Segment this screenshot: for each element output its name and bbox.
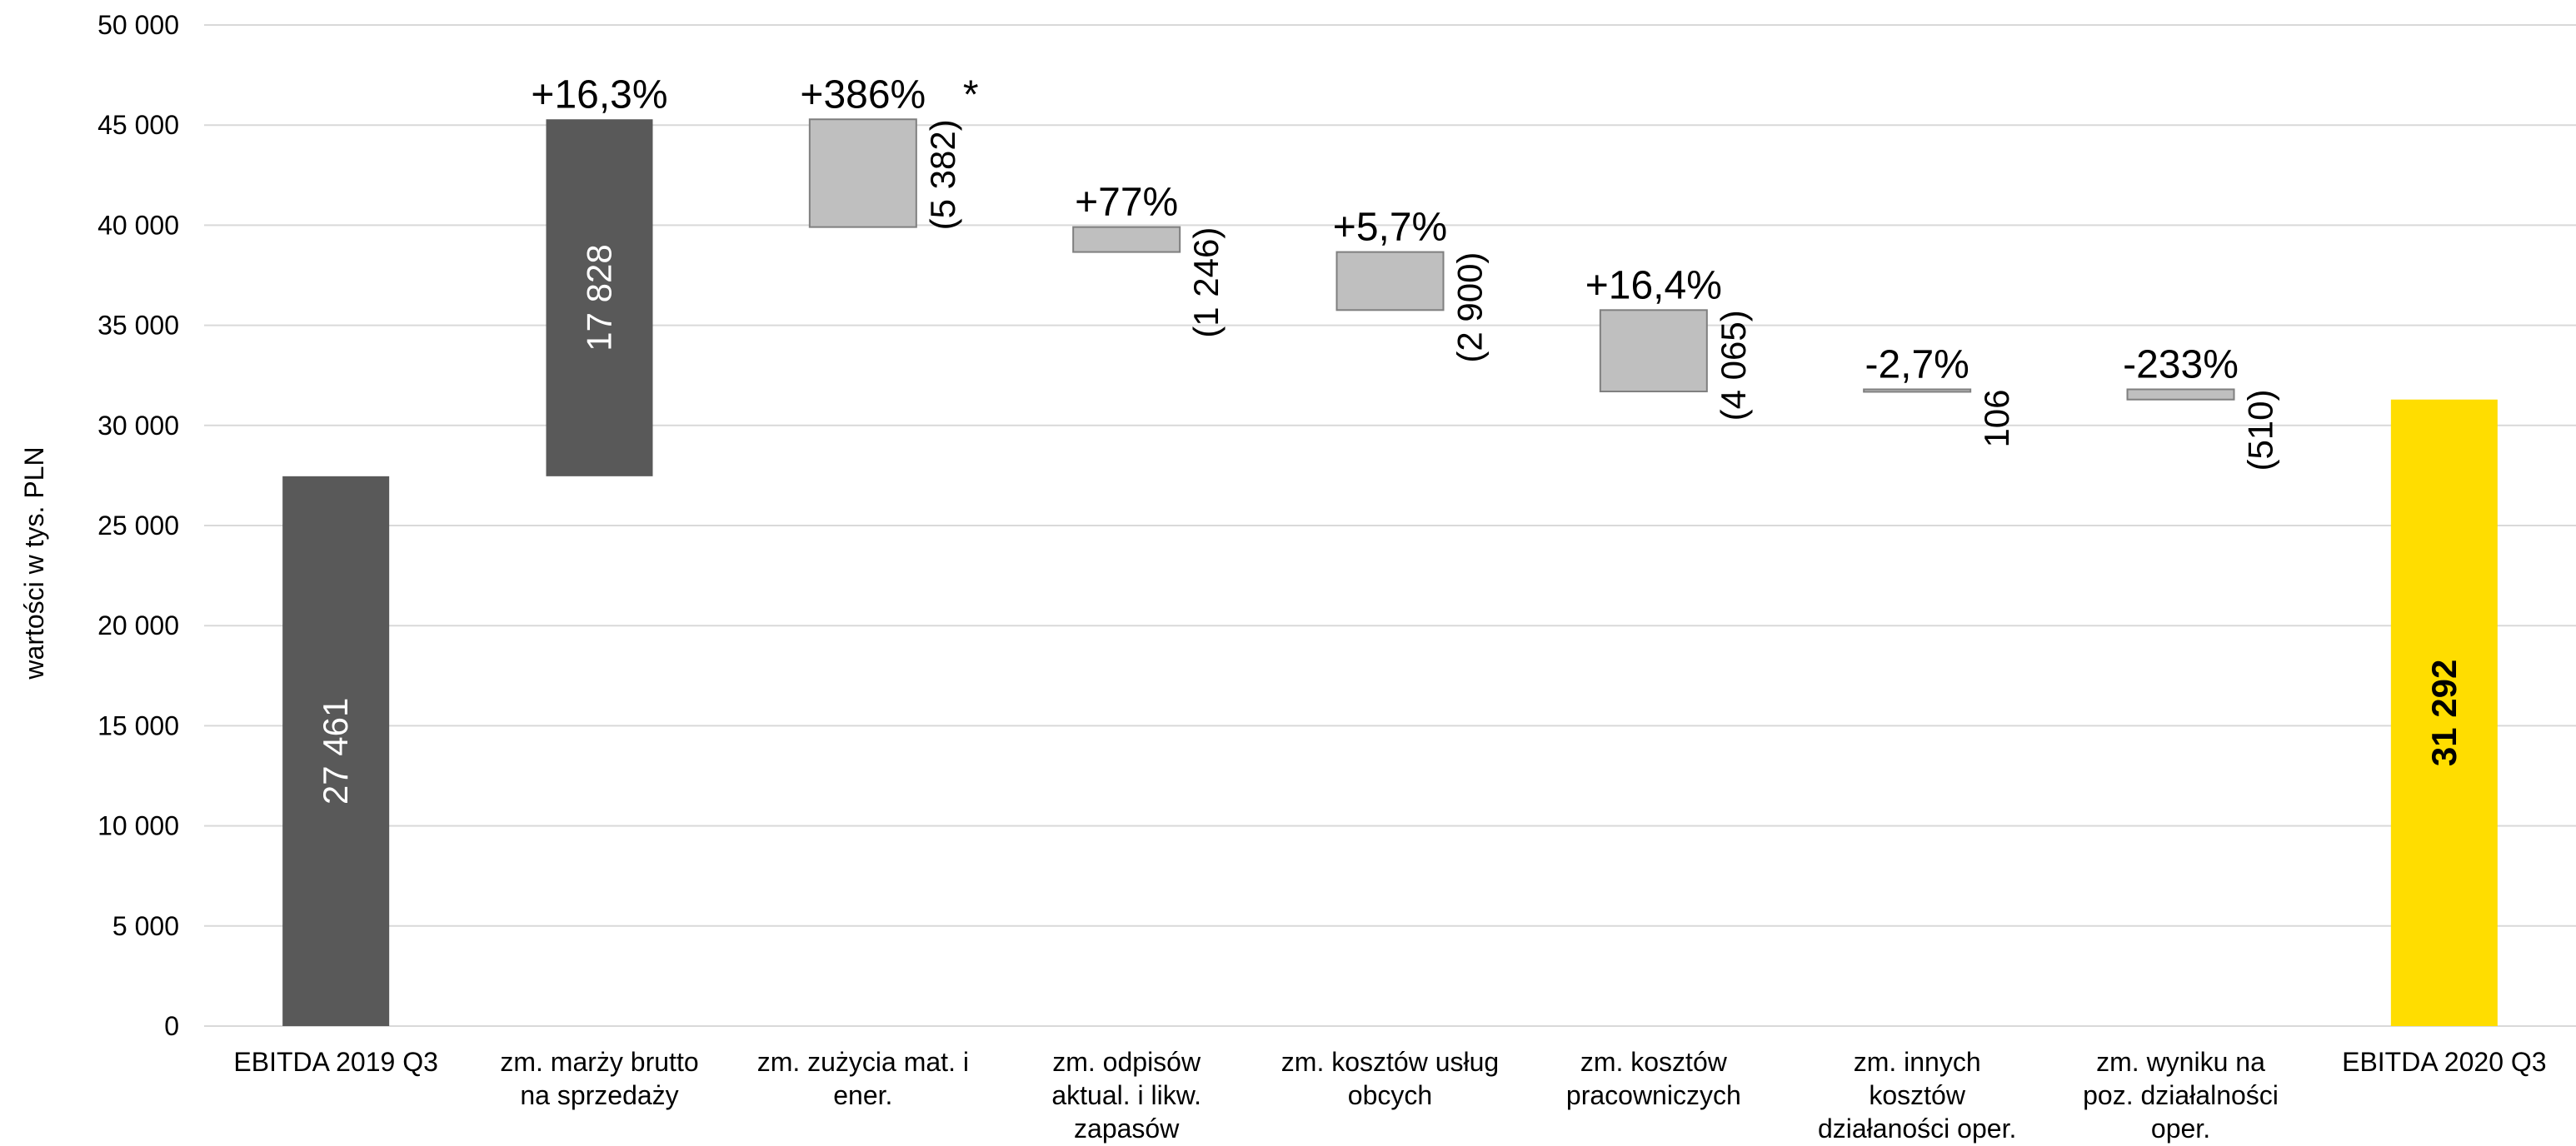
x-category-line: zm. innych [1854, 1047, 1981, 1077]
y-tick-label: 5 000 [112, 911, 179, 941]
percent-change-label: +5,7% [1333, 206, 1447, 250]
x-category-label: zm. kosztów pracowniczych [1566, 1047, 1741, 1110]
y-tick-label: 15 000 [97, 710, 179, 740]
x-category-line: oper. [2151, 1114, 2210, 1144]
y-tick-label: 35 000 [97, 311, 179, 341]
x-category-label: zm. marży brutto na sprzedaży [500, 1047, 698, 1110]
y-tick-label: 10 000 [97, 811, 179, 841]
x-category-line: zm. kosztów usług [1281, 1047, 1499, 1077]
percent-change-label: +386% [800, 72, 926, 117]
x-category-line: zm. zużycia mat. i [757, 1047, 969, 1077]
x-category-label: zm. odpisów aktual. i likw. zapasów [1051, 1047, 1201, 1144]
x-category-line: na sprzedaży [520, 1080, 678, 1110]
x-category-line: obcych [1348, 1080, 1432, 1110]
x-category-label: EBITDA 2020 Q3 [2342, 1047, 2546, 1077]
x-category-line: zm. kosztów [1580, 1047, 1728, 1077]
x-category-line: EBITDA 2019 Q3 [233, 1047, 437, 1077]
x-category-line: zapasów [1074, 1114, 1180, 1144]
x-category-line: zm. marży brutto [500, 1047, 698, 1077]
bar [2126, 388, 2235, 401]
percent-change-label: -233% [2123, 342, 2239, 386]
data-labels: 27 461 17 828 +16,3% (5 382)+386% * (1 246)+7… [316, 72, 2464, 805]
percent-change-label: +16,3% [531, 72, 667, 117]
x-category-line: zm. odpisów [1052, 1047, 1201, 1077]
bars [282, 118, 2498, 1026]
percent-change-label: +16,4% [1585, 263, 1722, 307]
x-category-label: zm. innych kosztów działaności oper. [1818, 1047, 2016, 1144]
x-category-line: aktual. i likw. [1051, 1080, 1201, 1110]
percent-change-label: +77% [1075, 181, 1178, 225]
bar [1335, 251, 1445, 311]
footnote-marker: * [963, 72, 979, 117]
y-axis-ticks: 0 5 000 10 000 15 000 20 000 25 000 30 000 35 0… [97, 10, 179, 1041]
x-category-label: EBITDA 2019 Q3 [233, 1047, 437, 1077]
bar-value-label: (4 065) [1714, 310, 1753, 421]
y-tick-label: 20 000 [97, 610, 179, 640]
x-category-line: EBITDA 2020 Q3 [2342, 1047, 2546, 1077]
x-category-line: poz. działalności [2083, 1080, 2279, 1110]
bar-value-label: 31 292 [2424, 660, 2464, 766]
bar [1599, 309, 1708, 393]
bar-value-label: 17 828 [580, 244, 619, 351]
x-category-line: ener. [833, 1080, 892, 1110]
y-tick-label: 45 000 [97, 110, 179, 140]
y-axis-title: wartości w tys. PLN [19, 446, 49, 680]
x-category-label: zm. wyniku na poz. działalności oper. [2083, 1047, 2279, 1144]
bar-value-label: 27 461 [316, 698, 355, 805]
x-category-line: kosztów [1869, 1080, 1965, 1110]
x-axis-categories: EBITDA 2019 Q3 zm. marży brutto na sprzeda… [233, 1047, 2546, 1144]
y-tick-label: 40 000 [97, 210, 179, 240]
bar-value-label: (1 246) [1186, 227, 1226, 338]
bar [1863, 388, 1972, 393]
bar-value-label: (2 900) [1450, 252, 1490, 363]
x-category-label: zm. kosztów usług obcych [1281, 1047, 1499, 1110]
bar [808, 118, 917, 228]
bar-value-label: (510) [2241, 389, 2280, 471]
bar [282, 476, 390, 1026]
bar [1072, 226, 1181, 253]
x-category-line: działaności oper. [1818, 1114, 2016, 1144]
bar-value-label: 106 [1977, 389, 2016, 447]
bar-value-label: (5 382) [923, 119, 962, 230]
bar [546, 119, 653, 476]
y-tick-label: 0 [164, 1011, 179, 1041]
x-category-line: pracowniczych [1566, 1080, 1741, 1110]
percent-change-label: -2,7% [1865, 342, 1969, 386]
x-category-label: zm. zużycia mat. i ener. [757, 1047, 969, 1110]
x-category-line: zm. wyniku na [2096, 1047, 2265, 1077]
y-tick-label: 50 000 [97, 10, 179, 40]
bar [2390, 399, 2498, 1026]
y-tick-label: 30 000 [97, 411, 179, 441]
y-tick-label: 25 000 [97, 511, 179, 541]
